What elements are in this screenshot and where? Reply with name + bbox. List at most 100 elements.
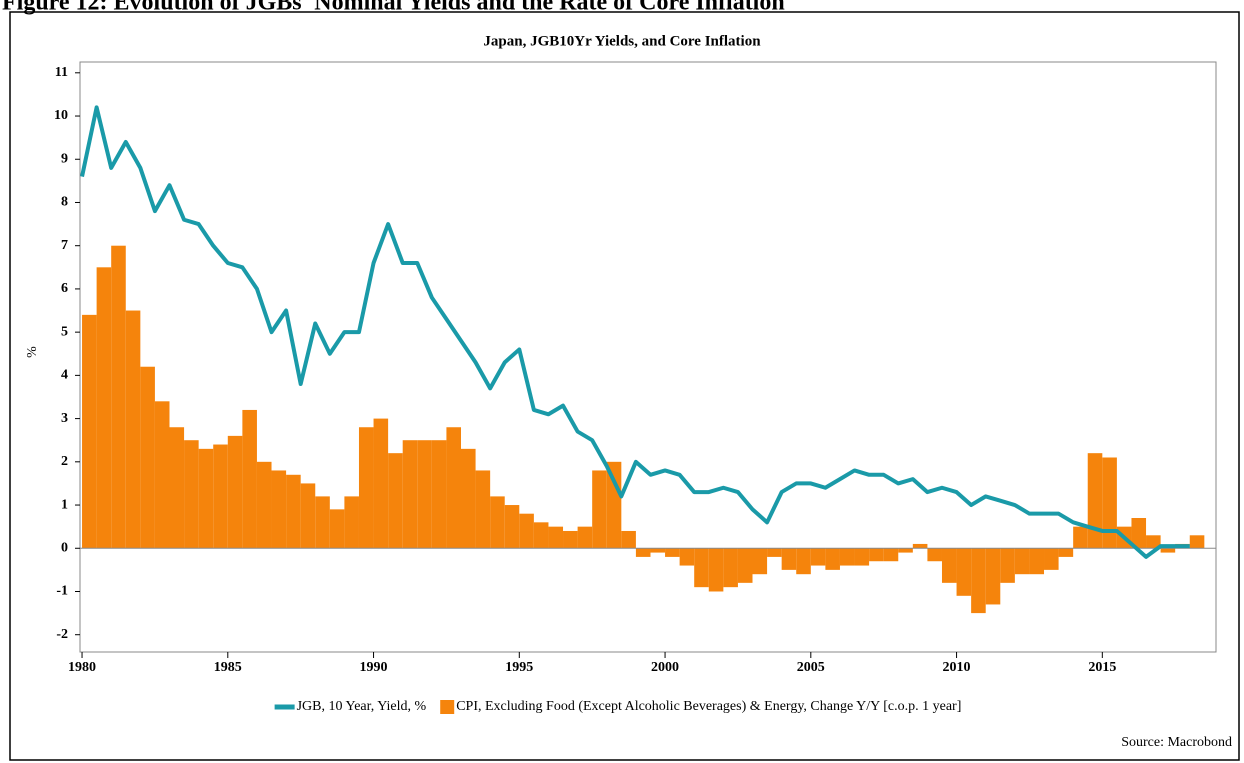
x-tick-label: 1980	[68, 660, 96, 675]
bar	[111, 245, 126, 549]
y-tick-label: -1	[56, 584, 68, 599]
x-tick-label: 2015	[1088, 660, 1116, 675]
bar	[606, 461, 622, 549]
bar	[1073, 526, 1088, 549]
bar	[533, 522, 549, 549]
bar	[650, 548, 666, 553]
bar	[679, 548, 695, 566]
bar	[490, 496, 505, 549]
bar	[621, 530, 636, 549]
y-tick-label: 1	[61, 497, 68, 512]
bar	[1160, 548, 1176, 553]
bar	[1014, 548, 1030, 575]
figure-title: Figure 12: Evolution of JGBs' Nominal Yi…	[2, 0, 785, 16]
bar	[344, 496, 359, 549]
bar	[767, 548, 782, 557]
y-tick-label: 8	[61, 195, 68, 210]
bar	[1029, 548, 1045, 575]
bar	[475, 470, 491, 549]
bar	[971, 548, 986, 614]
y-tick-label: 3	[61, 411, 68, 426]
bar	[82, 314, 97, 549]
bar	[358, 427, 374, 549]
bar	[96, 267, 112, 549]
frame	[9, 11, 1240, 761]
bar	[271, 470, 287, 549]
y-tick-label: 6	[61, 281, 68, 296]
bar	[839, 548, 855, 566]
bar	[1087, 453, 1103, 549]
bar	[737, 548, 753, 583]
bar	[810, 548, 826, 566]
bar	[796, 548, 811, 575]
y-tick-label: 9	[61, 151, 68, 166]
bar	[883, 548, 899, 562]
bar	[665, 548, 680, 557]
bar	[927, 548, 942, 562]
x-tick-label: 1995	[505, 660, 533, 675]
y-tick-label: 0	[61, 540, 68, 555]
bar	[869, 548, 884, 562]
bar	[140, 366, 155, 549]
bar	[1000, 548, 1015, 583]
legend-label: CPI, Excluding Food (Except Alcoholic Be…	[456, 699, 961, 714]
bar	[1102, 457, 1117, 549]
plot-area	[79, 61, 1217, 653]
bar	[1146, 535, 1161, 549]
bar	[1044, 548, 1059, 570]
bar	[286, 474, 301, 549]
bar	[1189, 535, 1205, 549]
bar	[213, 444, 228, 549]
bar	[1058, 548, 1074, 557]
bar	[985, 548, 1001, 605]
bar	[708, 548, 724, 592]
bar	[184, 440, 199, 549]
bar	[548, 526, 564, 549]
y-axis-label: %	[25, 346, 40, 358]
y-tick-label: 2	[61, 454, 68, 469]
bar	[169, 427, 185, 549]
bar	[154, 401, 170, 549]
source: Source: Macrobond	[1121, 735, 1232, 750]
line	[80, 105, 1190, 559]
bar	[446, 427, 461, 549]
bar	[315, 496, 330, 549]
x-tick-label: 1985	[214, 660, 242, 675]
bar	[635, 548, 651, 557]
bar	[388, 453, 403, 549]
bar	[854, 548, 870, 566]
x-tick-label: 2000	[651, 660, 679, 675]
bar	[519, 513, 534, 549]
legend-swatch	[440, 700, 455, 714]
bar	[1131, 518, 1147, 549]
bar	[460, 448, 476, 549]
bar	[781, 548, 797, 570]
bar	[373, 418, 389, 549]
bar	[563, 530, 578, 549]
bar	[912, 543, 928, 549]
x-tick-label: 2010	[943, 660, 971, 675]
bar	[431, 440, 447, 549]
bar	[256, 461, 272, 549]
y-tick-label: 5	[61, 324, 68, 339]
legend-label: JGB, 10 Year, Yield, %	[297, 699, 427, 714]
bar	[825, 548, 840, 570]
chart-title: Japan, JGB10Yr Yields, and Core Inflatio…	[483, 33, 761, 49]
bar	[125, 310, 141, 549]
bar	[329, 509, 345, 549]
bar	[941, 548, 957, 583]
bar	[752, 548, 768, 575]
y-tick-label: 10	[54, 108, 68, 123]
bar	[198, 448, 214, 549]
x-tick-label: 1990	[360, 660, 388, 675]
bar	[504, 505, 520, 549]
y-tick-label: 7	[61, 238, 68, 253]
bar	[898, 548, 913, 553]
bar	[723, 548, 738, 588]
bar	[242, 409, 257, 549]
bar	[402, 440, 418, 549]
y-tick-label: 11	[55, 65, 68, 80]
y-tick-label: -2	[56, 627, 68, 642]
x-tick-label: 2005	[797, 660, 825, 675]
